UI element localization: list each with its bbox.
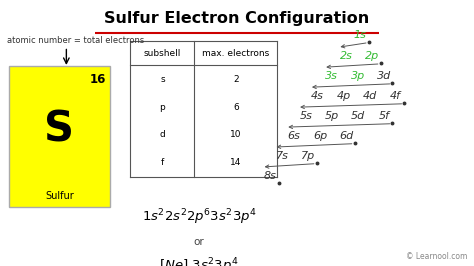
Text: or: or (194, 237, 204, 247)
Text: 4s: 4s (311, 91, 324, 101)
Text: s: s (160, 75, 164, 84)
Text: $[Ne]\ 3s^{2}3p^{4}$: $[Ne]\ 3s^{2}3p^{4}$ (159, 256, 239, 266)
Text: 2p: 2p (365, 51, 379, 61)
Text: 3s: 3s (325, 71, 338, 81)
Text: 6d: 6d (339, 131, 353, 141)
Text: 4p: 4p (337, 91, 351, 101)
Text: 2: 2 (233, 75, 238, 84)
Text: 4f: 4f (390, 91, 401, 101)
Text: 2s: 2s (339, 51, 353, 61)
Text: 7s: 7s (275, 151, 289, 161)
Text: atomic number = total electrons: atomic number = total electrons (7, 36, 145, 45)
Text: 5d: 5d (351, 111, 365, 121)
Text: Sulfur: Sulfur (45, 190, 74, 201)
Text: 4d: 4d (363, 91, 377, 101)
Text: 6: 6 (233, 103, 239, 111)
Text: 5p: 5p (325, 111, 339, 121)
Text: 6p: 6p (313, 131, 327, 141)
Text: 8s: 8s (264, 171, 277, 181)
Text: S: S (45, 108, 74, 150)
Text: 1s: 1s (354, 30, 367, 40)
Text: 3d: 3d (377, 71, 391, 81)
Text: 3p: 3p (351, 71, 365, 81)
Text: p: p (159, 103, 165, 111)
Bar (9, 66, 110, 207)
Text: 6s: 6s (287, 131, 301, 141)
Text: © Learnool.com: © Learnool.com (406, 252, 467, 261)
Text: 10: 10 (230, 131, 242, 139)
Text: f: f (161, 159, 164, 167)
Text: $1s^{2}2s^{2}2p^{6}3s^{2}3p^{4}$: $1s^{2}2s^{2}2p^{6}3s^{2}3p^{4}$ (142, 207, 256, 227)
Text: 5f: 5f (378, 111, 390, 121)
Text: Sulfur Electron Configuration: Sulfur Electron Configuration (104, 11, 370, 26)
Text: 5s: 5s (299, 111, 312, 121)
Text: subshell: subshell (144, 49, 181, 58)
Text: 16: 16 (89, 73, 106, 86)
Text: max. electrons: max. electrons (202, 49, 269, 58)
Text: d: d (159, 131, 165, 139)
Text: 7p: 7p (301, 151, 315, 161)
Text: 14: 14 (230, 159, 241, 167)
